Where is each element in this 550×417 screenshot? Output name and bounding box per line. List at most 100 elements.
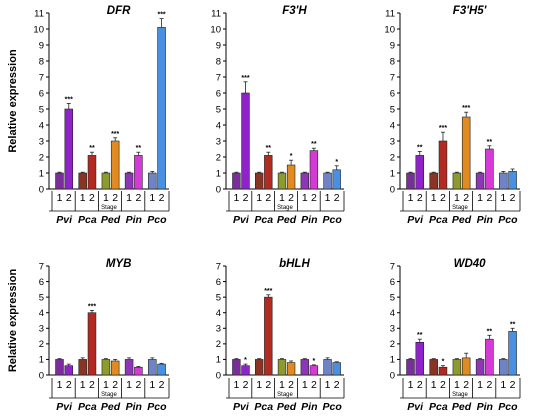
y-tick-label: 2 xyxy=(39,339,44,350)
significance-marker: ** xyxy=(487,139,493,146)
bar-Pin-2 xyxy=(485,338,494,376)
bar-Pca-1 xyxy=(255,359,264,376)
y-tick-label: 0 xyxy=(39,370,44,381)
stage-tick-label: 1 xyxy=(233,379,239,391)
species-label-pvi: Pvi xyxy=(233,214,250,226)
y-tick-label: 7 xyxy=(39,261,44,272)
stage-tick-label: 2 xyxy=(417,379,423,391)
y-tick-label: 1 xyxy=(39,168,44,179)
y-tick-label: 6 xyxy=(39,88,44,99)
bar-Pco-1 xyxy=(323,172,332,190)
y-tick-label: 0 xyxy=(39,184,44,195)
stage-tick-label: 1 xyxy=(279,379,285,391)
y-tick-label: 4 xyxy=(39,308,44,319)
y-tick-label: 3 xyxy=(390,136,395,147)
species-label-pco: Pco xyxy=(147,214,167,226)
y-tick-label: 6 xyxy=(216,88,221,99)
stage-tick-label: 1 xyxy=(80,379,86,391)
significance-marker: ** xyxy=(417,144,423,151)
stage-tick-label: 2 xyxy=(243,379,249,391)
bar-Pvi-1 xyxy=(55,359,64,376)
bar-Pco-2 xyxy=(332,362,341,376)
y-tick-label: 9 xyxy=(216,40,221,51)
bar-Pvi-2 xyxy=(241,92,250,190)
stage-tick-label: 2 xyxy=(440,379,446,391)
stage-tick-label: 2 xyxy=(135,192,141,204)
bar-Pca-2 xyxy=(438,140,448,190)
stage-tick-label: 1 xyxy=(57,379,63,391)
stage-tick-label: 2 xyxy=(265,192,271,204)
species-label-pca: Pca xyxy=(429,401,448,413)
stage-tick-label: 1 xyxy=(233,192,239,204)
y-tick-label: 0 xyxy=(216,184,221,195)
stage-tick-label: 1 xyxy=(500,379,506,391)
y-tick-label: 10 xyxy=(33,24,44,35)
stage-label: Stage xyxy=(277,205,293,211)
bar-Pco-2 xyxy=(157,27,166,190)
bar-Ped-1 xyxy=(277,172,287,190)
significance-marker: *** xyxy=(264,288,272,295)
significance-marker: *** xyxy=(462,105,470,112)
y-tick-label: 7 xyxy=(216,261,221,272)
y-tick-label: 10 xyxy=(384,24,395,35)
species-label-ped: Ped xyxy=(101,214,121,226)
bar-Pin-1 xyxy=(124,359,134,376)
stage-tick-label: 2 xyxy=(89,192,95,204)
bar-Pvi-2 xyxy=(241,365,250,376)
bar-Ped-1 xyxy=(452,359,462,376)
species-label-pvi: Pvi xyxy=(407,401,424,413)
stage-tick-label: 1 xyxy=(454,192,460,204)
y-tick-label: 1 xyxy=(216,355,221,366)
y-tick-label: 11 xyxy=(34,8,44,19)
bar-Pca-1 xyxy=(429,172,438,190)
bar-Ped-1 xyxy=(101,359,111,376)
y-tick-label: 6 xyxy=(216,277,221,288)
bar-Pvi-1 xyxy=(406,359,415,376)
bar-Pca-1 xyxy=(78,359,87,376)
y-axis-label: Relative expression xyxy=(7,49,19,153)
significance-marker: *** xyxy=(111,131,119,138)
y-tick-label: 2 xyxy=(216,339,221,350)
stage-tick-label: 2 xyxy=(417,192,423,204)
species-label-pin: Pin xyxy=(477,214,493,226)
stage-tick-label: 2 xyxy=(311,192,317,204)
chart-title: MYB xyxy=(106,258,132,270)
bar-Pco-1 xyxy=(499,359,508,376)
y-tick-label: 7 xyxy=(390,72,395,83)
y-tick-label: 3 xyxy=(39,136,44,147)
species-label-pco: Pco xyxy=(323,214,343,226)
stage-tick-label: 1 xyxy=(500,192,506,204)
species-label-pca: Pca xyxy=(254,214,273,226)
y-tick-label: 3 xyxy=(216,136,221,147)
significance-marker: ** xyxy=(136,145,142,152)
chart-title: F3'H5' xyxy=(453,5,488,17)
species-label-pin: Pin xyxy=(301,401,317,413)
y-tick-label: 8 xyxy=(39,56,44,67)
species-label-ped: Ped xyxy=(452,214,472,226)
species-label-pco: Pco xyxy=(147,401,167,413)
bar-Pco-1 xyxy=(499,172,508,190)
significance-marker: *** xyxy=(65,96,73,103)
bar-Ped-1 xyxy=(452,172,462,190)
bar-Pvi-1 xyxy=(55,172,64,190)
bar-Pco-1 xyxy=(323,359,332,376)
stage-tick-label: 2 xyxy=(288,379,294,391)
y-tick-label: 5 xyxy=(390,104,395,115)
bar-Pca-2 xyxy=(264,155,273,190)
species-label-pco: Pco xyxy=(498,214,518,226)
y-tick-label: 4 xyxy=(216,308,221,319)
stage-tick-label: 2 xyxy=(112,379,118,391)
significance-marker: *** xyxy=(88,303,96,310)
stage-label: Stage xyxy=(277,392,293,398)
bar-Pvi-2 xyxy=(415,341,425,376)
y-tick-label: 5 xyxy=(216,104,221,115)
species-label-pca: Pca xyxy=(254,401,273,413)
y-tick-label: 0 xyxy=(390,184,395,195)
y-tick-label: 8 xyxy=(390,56,395,67)
bar-Pco-1 xyxy=(148,172,157,190)
bar-Pco-2 xyxy=(508,331,517,376)
